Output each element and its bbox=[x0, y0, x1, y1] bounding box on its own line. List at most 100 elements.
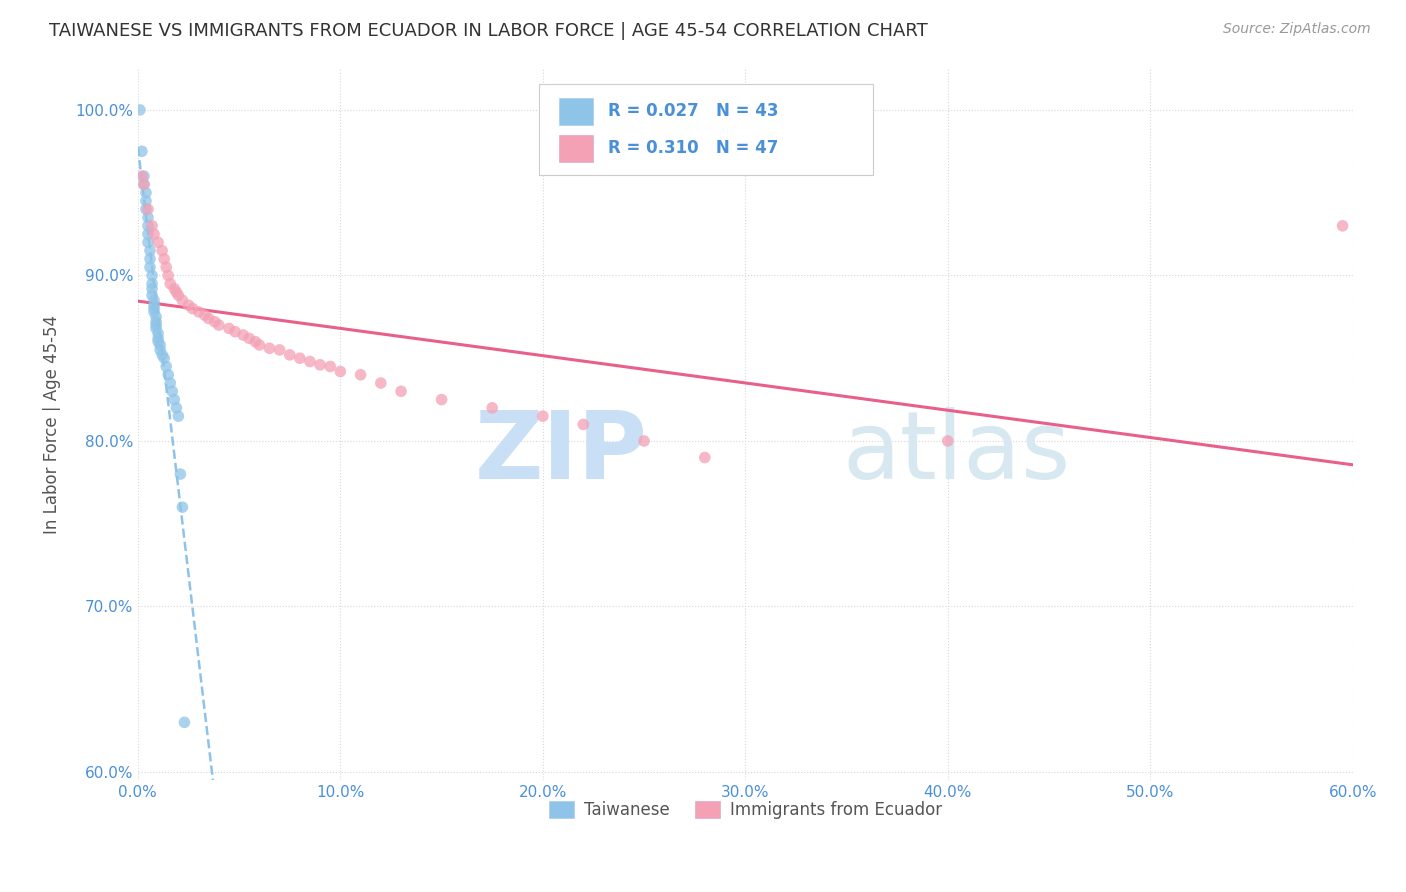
Point bbox=[936, 434, 959, 448]
Point bbox=[143, 298, 166, 312]
Point bbox=[259, 341, 281, 355]
Point bbox=[572, 417, 595, 432]
Point bbox=[146, 235, 169, 250]
Point bbox=[163, 282, 186, 296]
Point bbox=[146, 326, 169, 341]
Point bbox=[430, 392, 453, 407]
Point bbox=[150, 348, 173, 362]
Point bbox=[238, 331, 260, 345]
Text: R = 0.027   N = 43: R = 0.027 N = 43 bbox=[607, 103, 779, 120]
Point bbox=[693, 450, 716, 465]
Point bbox=[136, 235, 159, 250]
Point bbox=[150, 244, 173, 258]
Point bbox=[157, 268, 180, 283]
Point bbox=[167, 288, 190, 302]
Point bbox=[136, 227, 159, 241]
Point bbox=[172, 293, 194, 308]
Point bbox=[141, 282, 163, 296]
Point bbox=[136, 219, 159, 233]
Point bbox=[389, 384, 412, 399]
Point bbox=[247, 338, 270, 352]
Point bbox=[153, 351, 176, 366]
Point bbox=[145, 318, 167, 332]
Point bbox=[145, 310, 167, 324]
Point bbox=[245, 334, 267, 349]
Point bbox=[309, 358, 332, 372]
Point bbox=[149, 338, 172, 352]
FancyBboxPatch shape bbox=[560, 135, 593, 161]
Point bbox=[329, 364, 352, 378]
Point bbox=[131, 169, 153, 183]
Point bbox=[146, 331, 169, 345]
Y-axis label: In Labor Force | Age 45-54: In Labor Force | Age 45-54 bbox=[44, 315, 60, 534]
Text: atlas: atlas bbox=[842, 407, 1071, 499]
Point bbox=[187, 305, 209, 319]
Point bbox=[194, 308, 217, 322]
Point bbox=[128, 103, 150, 117]
Point bbox=[155, 359, 177, 374]
Point bbox=[131, 145, 153, 159]
Point bbox=[159, 277, 181, 291]
FancyBboxPatch shape bbox=[560, 97, 593, 125]
Point bbox=[145, 321, 167, 335]
Point bbox=[155, 260, 177, 275]
Point bbox=[139, 252, 162, 266]
Point bbox=[136, 202, 159, 217]
Point bbox=[135, 186, 157, 200]
Point bbox=[224, 325, 246, 339]
Point bbox=[132, 169, 155, 183]
Point bbox=[172, 500, 194, 515]
Point bbox=[139, 244, 162, 258]
Point bbox=[633, 434, 655, 448]
Point bbox=[157, 368, 180, 382]
Point bbox=[141, 288, 163, 302]
Text: ZIP: ZIP bbox=[475, 407, 648, 499]
Point bbox=[288, 351, 311, 366]
Point bbox=[141, 277, 163, 291]
Point bbox=[298, 354, 321, 368]
Point bbox=[143, 293, 166, 308]
Point bbox=[132, 178, 155, 192]
Point bbox=[165, 401, 187, 415]
Point bbox=[136, 211, 159, 225]
Point bbox=[145, 315, 167, 329]
Point bbox=[319, 359, 342, 374]
Point bbox=[149, 343, 172, 357]
Point bbox=[218, 321, 240, 335]
Point bbox=[531, 409, 554, 424]
Point bbox=[167, 409, 190, 424]
Point bbox=[204, 315, 226, 329]
Point bbox=[269, 343, 291, 357]
Point bbox=[153, 252, 176, 266]
Point bbox=[177, 298, 200, 312]
Point bbox=[278, 348, 301, 362]
Point bbox=[232, 328, 254, 343]
Point bbox=[208, 318, 231, 332]
Point bbox=[146, 334, 169, 349]
Point bbox=[132, 178, 155, 192]
Legend: Taiwanese, Immigrants from Ecuador: Taiwanese, Immigrants from Ecuador bbox=[543, 794, 949, 825]
Point bbox=[370, 376, 392, 390]
Text: Source: ZipAtlas.com: Source: ZipAtlas.com bbox=[1223, 22, 1371, 37]
Point bbox=[159, 376, 181, 390]
Point bbox=[349, 368, 371, 382]
Point bbox=[135, 194, 157, 208]
Point bbox=[173, 715, 195, 730]
Point bbox=[169, 467, 191, 481]
Point bbox=[141, 268, 163, 283]
Point bbox=[143, 301, 166, 316]
Point bbox=[139, 260, 162, 275]
Point bbox=[143, 227, 166, 241]
Point bbox=[135, 202, 157, 217]
Point bbox=[481, 401, 503, 415]
Point bbox=[165, 285, 187, 299]
Text: R = 0.310   N = 47: R = 0.310 N = 47 bbox=[607, 139, 779, 157]
Point bbox=[141, 219, 163, 233]
FancyBboxPatch shape bbox=[538, 84, 873, 176]
Point bbox=[143, 305, 166, 319]
Text: TAIWANESE VS IMMIGRANTS FROM ECUADOR IN LABOR FORCE | AGE 45-54 CORRELATION CHAR: TAIWANESE VS IMMIGRANTS FROM ECUADOR IN … bbox=[49, 22, 928, 40]
Point bbox=[162, 384, 184, 399]
Point bbox=[1331, 219, 1354, 233]
Point bbox=[163, 392, 186, 407]
Point bbox=[181, 301, 204, 316]
